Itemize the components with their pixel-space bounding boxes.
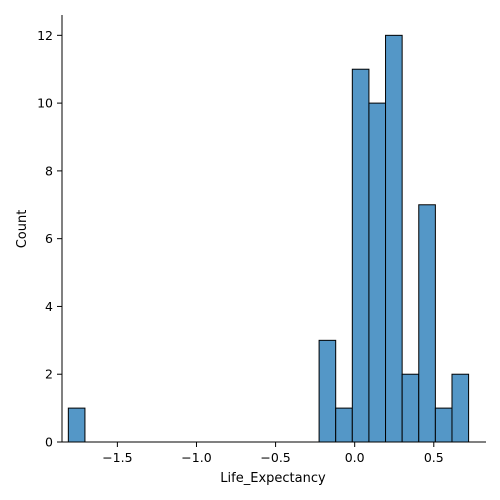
- y-axis-ticks: 0 2 4 6 8 10 12: [37, 28, 62, 450]
- histogram-bar-2: [335, 407, 353, 443]
- x-axis-ticks: −1.5 −1.0 −0.5 0.0 0.5: [102, 442, 444, 465]
- x-tick-label: −1.0: [181, 450, 211, 465]
- y-tick-label: 8: [45, 163, 53, 178]
- y-axis-label: Count: [15, 210, 30, 249]
- y-tick-label: 6: [45, 231, 53, 246]
- y-tick-label: 10: [37, 96, 53, 111]
- y-tick-label: 4: [45, 299, 53, 314]
- histogram-bar-5: [385, 34, 403, 443]
- histogram-bar-7: [418, 204, 436, 443]
- histogram-bar-9: [451, 373, 470, 443]
- x-tick-label: 0.5: [424, 450, 444, 465]
- histogram-bar-1: [318, 339, 337, 443]
- y-tick-label: 2: [45, 367, 53, 382]
- x-axis-label: Life_Expectancy: [220, 471, 326, 486]
- x-tick-label: 0.0: [345, 450, 365, 465]
- histogram-bar-0: [67, 407, 86, 443]
- histogram-bars: [67, 34, 470, 443]
- y-tick-label: 12: [37, 28, 53, 43]
- histogram-bar-3: [351, 68, 370, 443]
- histogram-bar-8: [434, 407, 453, 443]
- y-tick-label: 0: [45, 435, 53, 450]
- histogram-bar-6: [401, 373, 420, 443]
- x-tick-label: −0.5: [260, 450, 290, 465]
- x-tick-label: −1.5: [102, 450, 132, 465]
- histogram-bar-4: [368, 102, 387, 443]
